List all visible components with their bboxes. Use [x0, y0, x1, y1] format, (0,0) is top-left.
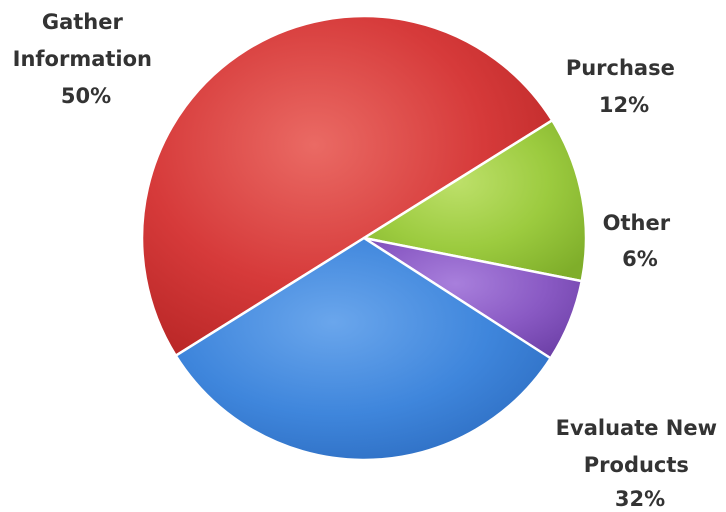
slice-label-other-line1: Other — [603, 211, 671, 235]
slice-label-purchase-line1: Purchase — [566, 56, 675, 80]
slice-label-evaluate-new-products: Evaluate New Products 32% — [556, 416, 725, 511]
pie-slice-evaluate-new-products — [174, 236, 552, 462]
slice-value-evaluate: 32% — [615, 487, 665, 511]
slice-label-gather-information: Gather Information 50% — [13, 10, 160, 108]
pie-slice-gather-information — [140, 14, 554, 357]
slice-value-gather: 50% — [61, 84, 111, 108]
pie-slices — [140, 14, 588, 462]
slice-label-evaluate-line1: Evaluate New — [556, 416, 717, 440]
slice-value-purchase: 12% — [599, 93, 649, 117]
slice-value-other: 6% — [622, 247, 658, 271]
pie-slice-purchase — [362, 119, 588, 283]
slice-label-evaluate-line2: Products — [584, 453, 689, 477]
slice-label-gather-line1: Gather — [42, 10, 124, 34]
slice-label-purchase: Purchase 12% — [566, 56, 682, 117]
slice-label-gather-line2: Information — [13, 47, 152, 71]
slice-label-other: Other 6% — [603, 211, 678, 271]
